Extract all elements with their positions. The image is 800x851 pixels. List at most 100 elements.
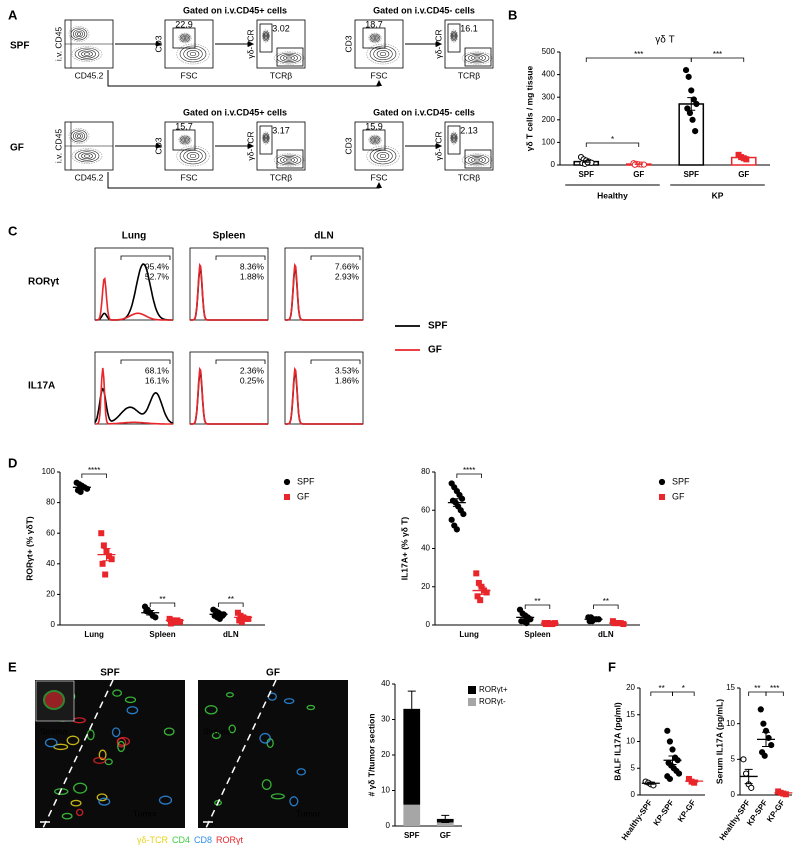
gate-percent: 68.1%	[145, 365, 170, 375]
contour	[376, 152, 390, 160]
data-point	[102, 571, 109, 578]
y-tick-label: 15	[626, 710, 635, 719]
data-point	[283, 478, 291, 486]
contour	[71, 46, 103, 62]
x-tick-label: GF	[633, 170, 644, 179]
stain-label: γδ-TCR	[137, 835, 169, 845]
contour	[468, 54, 486, 62]
contour	[283, 55, 295, 61]
x-tick-label: GF	[440, 831, 451, 840]
image-title: SPF	[100, 668, 119, 679]
y-tick-label: 100	[42, 467, 56, 476]
significance-label: *	[611, 135, 614, 144]
x-axis-label: CD45.2	[75, 172, 104, 182]
contour	[376, 50, 390, 58]
contour	[75, 30, 83, 38]
contour	[461, 153, 493, 167]
contour	[189, 51, 197, 57]
x-tick-label: KP-SPF	[652, 798, 676, 827]
contour	[181, 34, 189, 42]
contour	[369, 45, 397, 63]
contour	[176, 145, 210, 167]
error-bar	[239, 615, 248, 620]
data-point	[682, 66, 690, 74]
error-bar	[739, 156, 748, 159]
gate-heading: Gated on i.v.CD45- cells	[373, 5, 475, 15]
error-bar	[170, 619, 179, 622]
contour	[261, 131, 271, 145]
data-point	[761, 752, 768, 759]
y-tick-label: 0	[426, 620, 431, 629]
chart-title: γδ T	[655, 35, 674, 46]
cell	[44, 738, 58, 748]
gate	[362, 129, 386, 151]
gate-percent: 2.93%	[335, 271, 360, 281]
legend-swatch	[468, 698, 476, 706]
arrow	[107, 70, 382, 87]
bar-segment	[403, 708, 421, 805]
y-axis-label: γδ T cells / mg tissue	[524, 65, 534, 151]
error-bar	[744, 768, 753, 785]
contour	[179, 135, 191, 145]
y-axis-label: i.v. CD45	[53, 129, 63, 164]
significance-label: *	[682, 684, 685, 693]
data-point	[748, 784, 755, 791]
gate	[276, 47, 304, 67]
x-tick-label: SPF	[578, 170, 594, 179]
gate-percent: 8.36%	[240, 261, 265, 271]
contour	[179, 33, 191, 43]
data-point	[686, 109, 694, 117]
error-bar	[407, 690, 416, 728]
contour	[372, 35, 378, 41]
contour	[366, 145, 400, 167]
error-bar	[146, 609, 155, 616]
region-label: Stroma	[203, 726, 231, 736]
significance-label: **	[659, 684, 665, 693]
gate	[276, 149, 304, 169]
contour	[449, 29, 459, 43]
significance-label: **	[754, 684, 760, 693]
gate-percent: 0.25%	[240, 375, 265, 385]
x-tick-label: Healthy-SPF	[620, 798, 654, 842]
contour	[273, 153, 305, 167]
contour	[453, 34, 455, 38]
error-bar	[521, 614, 530, 620]
data-point	[152, 614, 159, 621]
gate-bar	[120, 359, 171, 364]
gate-percent: 15.7	[175, 121, 193, 131]
x-axis-label: FSC	[371, 70, 388, 80]
error-bar	[668, 755, 677, 766]
data-point	[666, 738, 674, 745]
contour	[471, 157, 483, 163]
y-tick-label: 5	[731, 754, 736, 763]
y-tick-label: 40	[381, 679, 390, 688]
y-axis-label: RORγt+ (% γδT)	[24, 516, 34, 581]
x-axis-label: TCRβ	[270, 172, 292, 182]
contour	[379, 51, 387, 57]
contour	[183, 36, 187, 40]
data-point	[675, 770, 683, 777]
x-tick-label: SPF	[404, 831, 420, 840]
contour	[373, 36, 377, 40]
column-label: Spleen	[213, 231, 246, 242]
y-tick-label: 20	[381, 750, 390, 759]
y-axis-label: CD3	[343, 35, 353, 52]
y-tick-label: 400	[542, 70, 556, 79]
y-tick-label: 0	[631, 790, 636, 799]
y-tick-label: 20	[46, 590, 55, 599]
stain-legend: γδ-TCR CD4 CD8 RORγt	[137, 835, 244, 845]
contour	[76, 32, 82, 36]
y-tick-label: 500	[542, 47, 556, 56]
panel-label: A	[8, 7, 18, 22]
y-tick-label: 80	[46, 498, 55, 507]
gate-bar	[215, 255, 266, 260]
cell	[75, 808, 84, 817]
significance-bracket	[149, 602, 176, 607]
data-point	[453, 526, 460, 533]
x-axis-label: FSC	[181, 70, 198, 80]
legend-label: GF	[428, 345, 442, 356]
error-bar	[77, 485, 86, 490]
contour	[178, 32, 192, 44]
contour	[453, 136, 455, 140]
cell	[66, 735, 80, 746]
